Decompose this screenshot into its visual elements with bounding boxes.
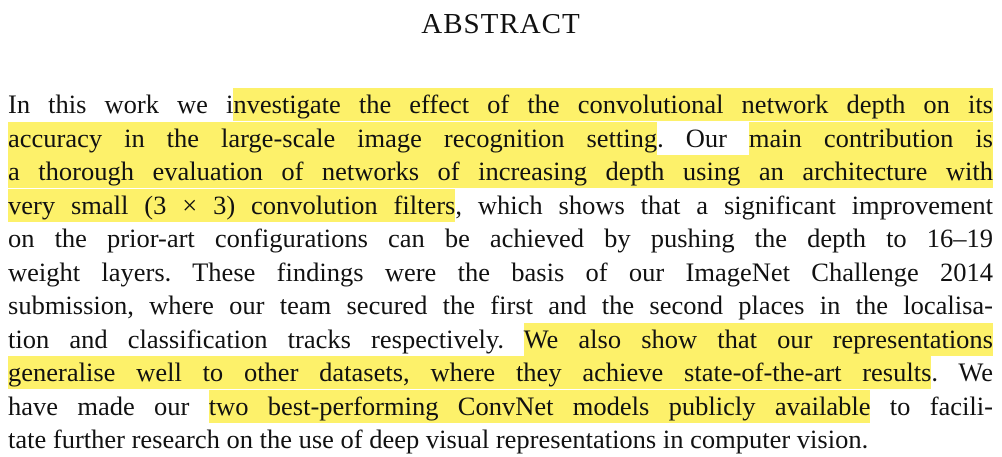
abstract-text: In this work we i (8, 89, 234, 119)
abstract-line: on the prior-art configurations can be a… (8, 222, 993, 256)
abstract-line: have made our two best-performing ConvNe… (8, 389, 993, 424)
abstract-line: tate further research on the use of deep… (8, 423, 993, 457)
abstract-line: submission, where our team secured the f… (8, 289, 993, 323)
highlighted-text: We also show that our representations (523, 322, 993, 356)
abstract-text: on the prior-art configurations can be a… (8, 223, 993, 253)
highlighted-text: two best-performing ConvNet models publi… (208, 389, 871, 423)
abstract-text: , which shows that a significant improve… (455, 189, 993, 220)
abstract-text: . Our (657, 122, 749, 153)
highlighted-text: very small (3 × 3) convolution filters (8, 188, 456, 222)
highlighted-text: accuracy in the large-scale image recogn… (8, 121, 658, 155)
abstract-line: a thorough evaluation of networks of inc… (8, 155, 993, 189)
abstract-line: tion and classification tracks respectiv… (8, 322, 993, 357)
abstract-text: weight layers. These findings were the b… (8, 256, 993, 287)
abstract-body: In this work we investigate the effect o… (8, 88, 993, 457)
abstract-line: very small (3 × 3) convolution filters, … (8, 188, 993, 223)
abstract-heading: ABSTRACT (421, 8, 581, 40)
highlighted-text: a thorough evaluation of networks of inc… (8, 155, 993, 188)
highlighted-text: main contribution is (748, 121, 993, 155)
highlighted-text: generalise well to other datasets, where… (8, 356, 932, 389)
abstract-text: to facili- (870, 390, 993, 421)
abstract-text: tion and classification tracks respectiv… (8, 323, 524, 354)
abstract-text: submission, where our team secured the f… (8, 290, 993, 320)
abstract-line: generalise well to other datasets, where… (8, 356, 993, 390)
abstract-line: In this work we investigate the effect o… (8, 88, 993, 122)
highlighted-text: nvestigate the effect of the convolution… (233, 88, 993, 121)
abstract-line: weight layers. These findings were the b… (8, 256, 993, 290)
abstract-text: have made our (8, 390, 209, 421)
abstract-text: . We (931, 357, 993, 387)
abstract-text: tate further research on the use of deep… (8, 424, 869, 454)
abstract-line: accuracy in the large-scale image recogn… (8, 121, 993, 156)
